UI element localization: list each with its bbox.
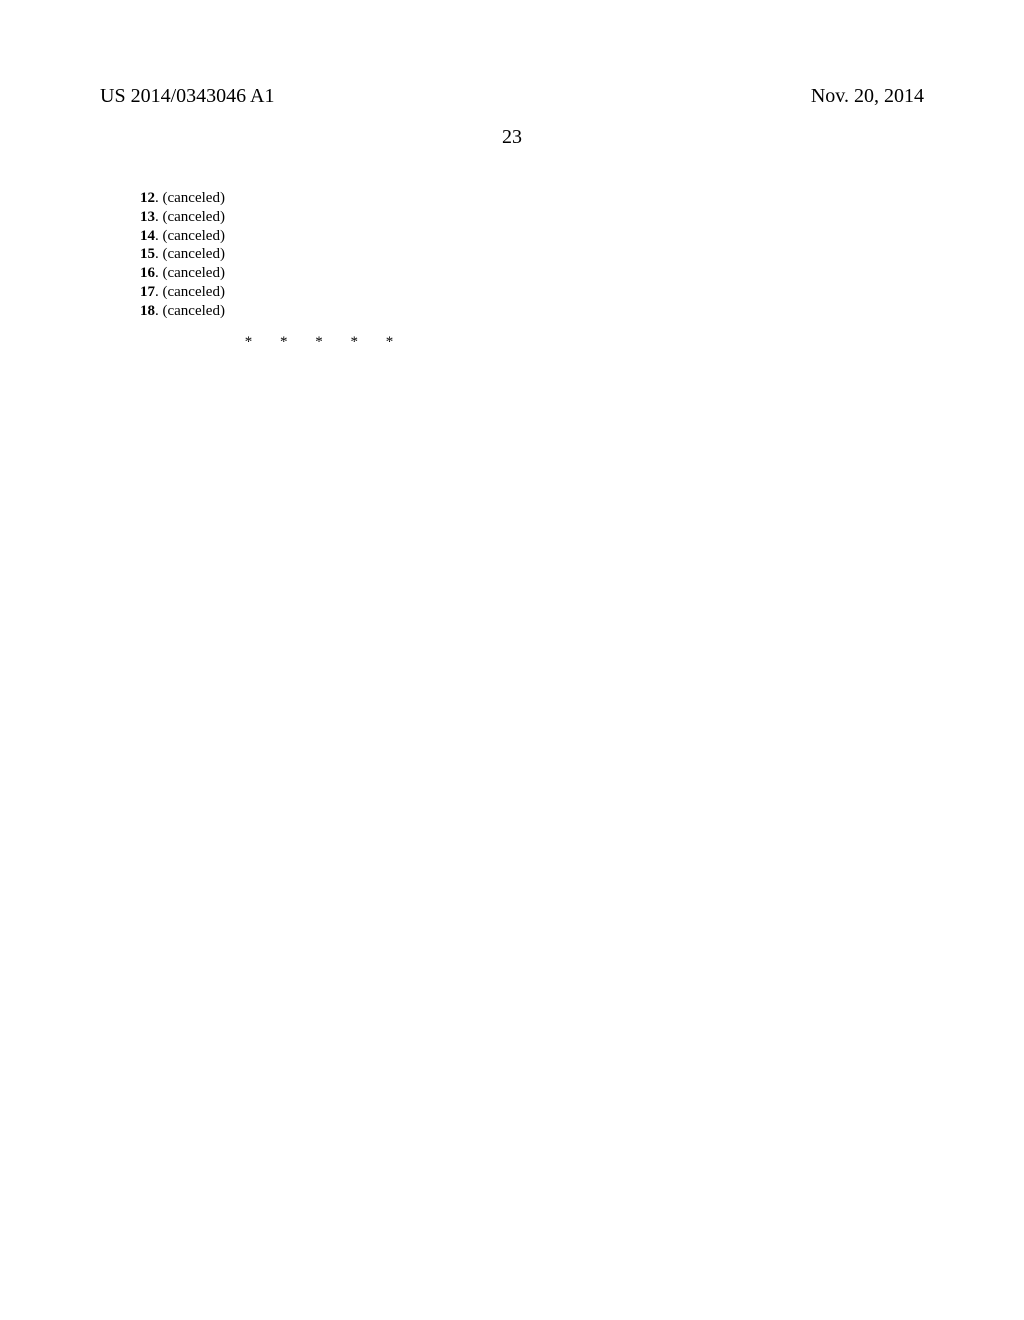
- claim-period: .: [155, 246, 163, 262]
- claim-line: 18. (canceled): [140, 302, 510, 321]
- claim-line: 12. (canceled): [140, 189, 510, 208]
- page-number: 23: [100, 126, 924, 149]
- claim-status: (canceled): [163, 284, 225, 300]
- claim-number: 13: [140, 209, 155, 225]
- claim-number: 17: [140, 284, 155, 300]
- claim-line: 14. (canceled): [140, 227, 510, 246]
- claim-period: .: [155, 209, 163, 225]
- end-separator: * * * * *: [140, 334, 510, 351]
- claim-status: (canceled): [163, 209, 225, 225]
- claim-status: (canceled): [163, 190, 225, 206]
- claim-period: .: [155, 228, 163, 244]
- claim-number: 16: [140, 265, 155, 281]
- claim-line: 15. (canceled): [140, 245, 510, 264]
- claim-number: 18: [140, 303, 155, 319]
- header-row: US 2014/0343046 A1 Nov. 20, 2014: [100, 85, 924, 108]
- claim-status: (canceled): [163, 265, 225, 281]
- claim-number: 12: [140, 190, 155, 206]
- claim-number: 15: [140, 246, 155, 262]
- claim-line: 17. (canceled): [140, 283, 510, 302]
- claim-period: .: [155, 265, 163, 281]
- claim-period: .: [155, 190, 163, 206]
- claim-status: (canceled): [163, 228, 225, 244]
- claim-period: .: [155, 303, 163, 319]
- page-container: US 2014/0343046 A1 Nov. 20, 2014 23 12. …: [0, 0, 1024, 1320]
- claim-period: .: [155, 284, 163, 300]
- publication-number: US 2014/0343046 A1: [100, 85, 274, 108]
- claims-column: 12. (canceled) 13. (canceled) 14. (cance…: [140, 189, 510, 320]
- claim-number: 14: [140, 228, 155, 244]
- claim-line: 16. (canceled): [140, 264, 510, 283]
- claim-status: (canceled): [163, 303, 225, 319]
- claim-status: (canceled): [163, 246, 225, 262]
- claim-line: 13. (canceled): [140, 208, 510, 227]
- publication-date: Nov. 20, 2014: [811, 85, 924, 108]
